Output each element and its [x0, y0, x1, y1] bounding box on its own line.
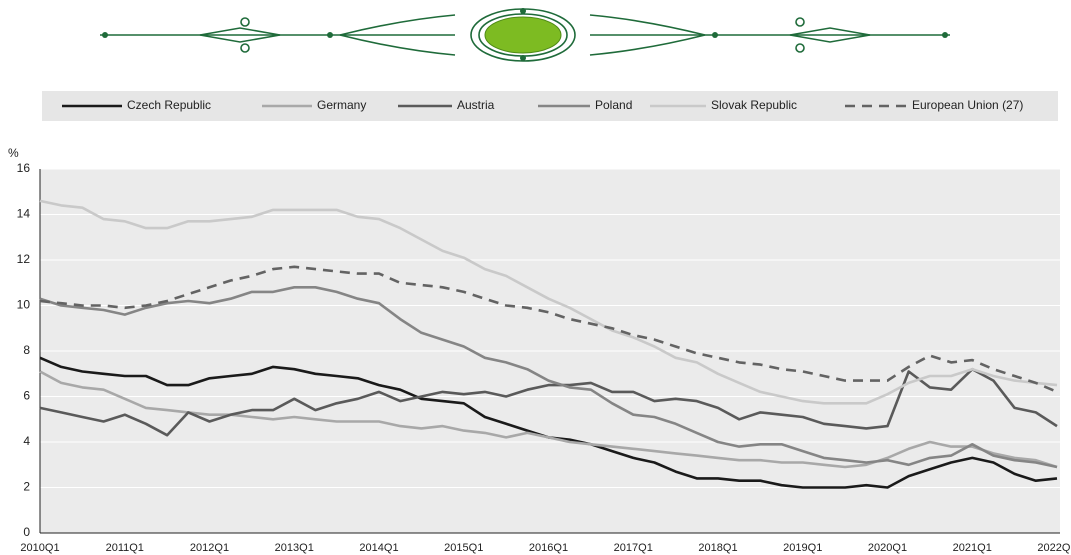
y-tick-label: 12 [17, 252, 31, 266]
series-line [39, 265, 1058, 394]
series-line [39, 370, 1058, 469]
series-line [39, 367, 1058, 437]
x-tick-label: 2020Q1 [868, 542, 907, 554]
x-tick-label: 2018Q1 [698, 542, 737, 554]
x-tick-label: 2021Q1 [953, 542, 992, 554]
y-tick-label: 2 [23, 480, 30, 494]
x-tick-label: 2017Q1 [614, 542, 653, 554]
x-tick-label: 2016Q1 [529, 542, 568, 554]
x-tick-label: 2014Q1 [359, 542, 398, 554]
y-tick-label: 4 [23, 434, 30, 448]
legend-label: Germany [317, 98, 366, 112]
y-tick-label: 10 [17, 298, 31, 312]
x-tick-label: 2012Q1 [190, 542, 229, 554]
y-tick-label: 0 [23, 525, 30, 539]
x-tick-label: 2010Q1 [20, 542, 59, 554]
legend-label: European Union (27) [912, 98, 1023, 112]
legend-label: Poland [595, 98, 632, 112]
x-tick-label: 2011Q1 [106, 542, 144, 554]
y-axis-label: % [8, 146, 19, 160]
y-tick-label: 8 [23, 343, 30, 357]
x-tick-label: 2015Q1 [444, 542, 483, 554]
y-tick-label: 16 [17, 161, 31, 175]
legend-label: Slovak Republic [711, 98, 797, 112]
series-line [39, 286, 1058, 469]
x-tick-label: 2013Q1 [275, 542, 314, 554]
legend-label: Czech Republic [127, 98, 211, 112]
legend-label: Austria [457, 98, 495, 112]
y-tick-label: 14 [17, 207, 31, 221]
x-tick-label: 2019Q1 [783, 542, 822, 554]
y-tick-label: 6 [23, 389, 30, 403]
ornament [100, 8, 950, 62]
series-line [39, 199, 1058, 405]
x-tick-label: 2022Q1 [1037, 542, 1071, 554]
